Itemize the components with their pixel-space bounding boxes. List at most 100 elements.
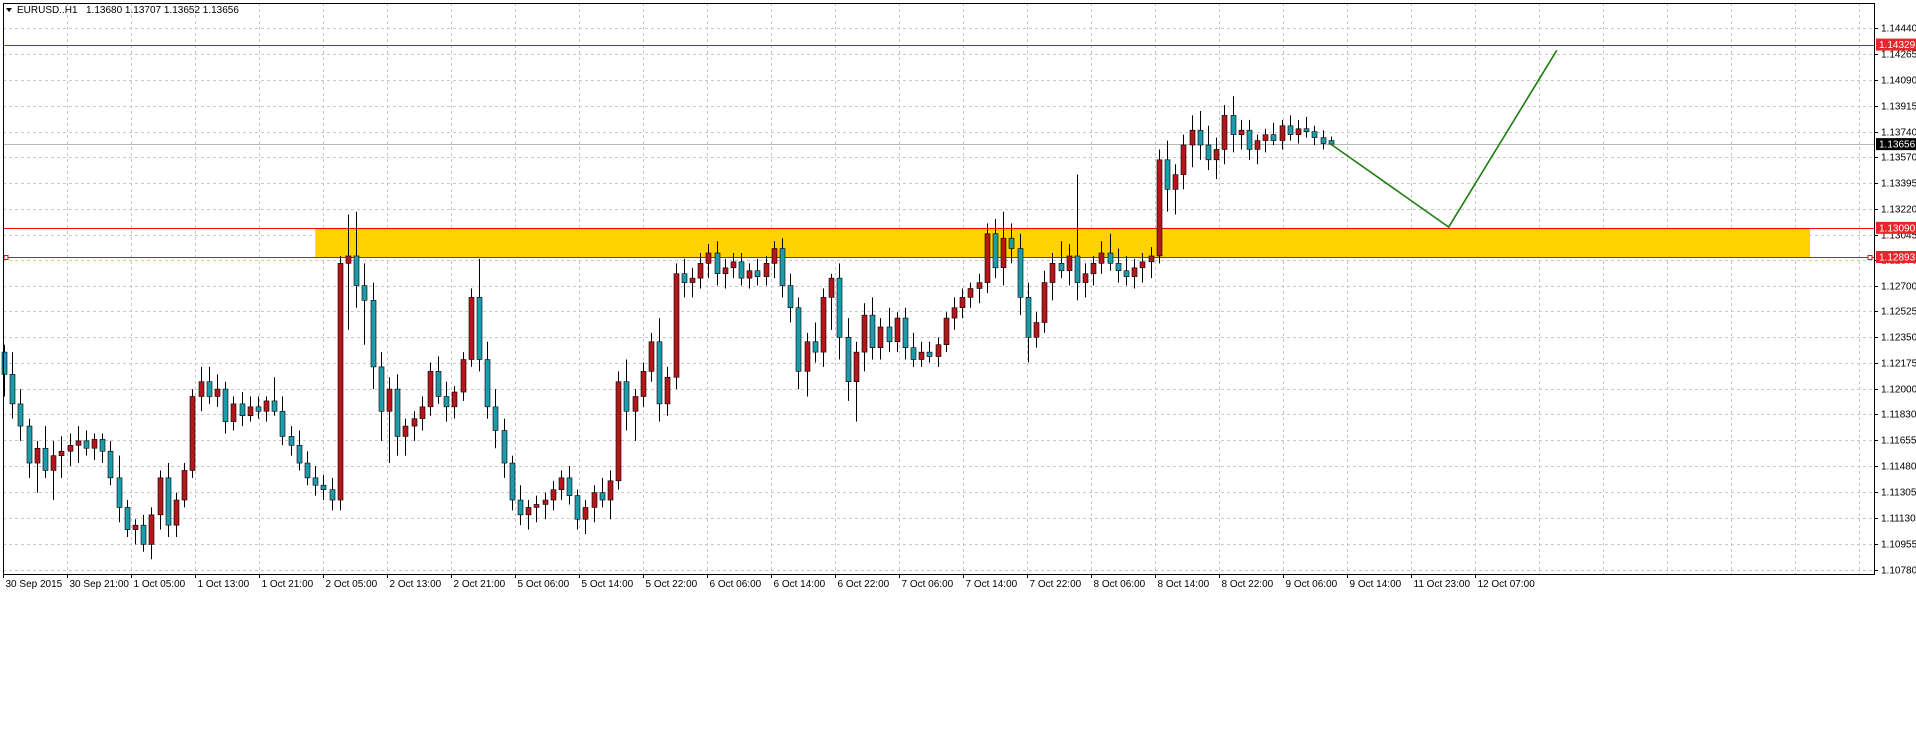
level-handle[interactable]	[1867, 255, 1873, 260]
candle-body	[370, 300, 377, 368]
candle-body	[132, 524, 139, 530]
candle-body	[386, 388, 393, 412]
candle-body	[918, 351, 925, 360]
current-price-tag: 1.13656	[1879, 140, 1916, 151]
candle-body	[451, 391, 458, 408]
candle-body	[1270, 134, 1277, 141]
level-price-tag: 1.12893	[1879, 252, 1916, 263]
candle-body	[1230, 115, 1237, 135]
symbol-label: EURUSD..H1	[17, 5, 78, 16]
candle-body	[542, 499, 549, 505]
candle-body	[1164, 159, 1171, 190]
x-tick-label: 7 Oct 22:00	[1030, 579, 1082, 590]
candle-body	[697, 263, 704, 279]
candle-body	[722, 267, 729, 275]
x-tick-label: 2 Oct 13:00	[390, 579, 442, 590]
y-tick-label: 1.14265	[1881, 50, 1916, 61]
projection-line[interactable]	[1330, 49, 1558, 229]
chevron-down-icon[interactable]	[6, 8, 12, 12]
x-tick-label: 5 Oct 06:00	[518, 579, 570, 590]
candle-body	[1262, 134, 1269, 141]
x-tick-label: 1 Oct 13:00	[198, 579, 250, 590]
y-tick-label: 1.14440	[1881, 24, 1916, 35]
candle-body	[484, 359, 491, 408]
candle-body	[1025, 297, 1032, 338]
candle-body	[9, 373, 16, 405]
x-tick-label: 12 Oct 07:00	[1478, 579, 1536, 590]
candle-body	[312, 477, 319, 486]
candle-body	[894, 317, 901, 343]
chart-header: EURUSD..H1 1.13680 1.13707 1.13652 1.136…	[6, 5, 239, 16]
candle-body	[1246, 129, 1253, 150]
price-tags: 1.14329 1.13090 1.12893 1.13656	[1876, 38, 1916, 263]
candle-body	[1123, 270, 1130, 277]
y-tick-label: 1.11305	[1881, 488, 1916, 499]
level-handle[interactable]	[3, 255, 9, 260]
candle-body	[771, 248, 778, 264]
candle-body	[1139, 261, 1146, 269]
candle-body	[1303, 128, 1310, 132]
y-tick-label: 1.13220	[1881, 205, 1916, 216]
candle-body	[140, 524, 147, 545]
candle-body	[1082, 273, 1089, 283]
candle-body	[525, 507, 532, 516]
candle-body	[157, 477, 164, 516]
candle-body	[435, 371, 442, 397]
current-price-tag-bg	[1876, 138, 1916, 151]
candle-body	[402, 425, 409, 437]
candle-body	[1033, 322, 1040, 338]
candle-body	[943, 317, 950, 346]
candle-body	[599, 492, 606, 501]
candle-body	[206, 381, 213, 397]
candle-body	[763, 263, 770, 277]
candle-body	[320, 484, 327, 490]
x-tick-label: 2 Oct 05:00	[326, 579, 378, 590]
candle-body	[58, 450, 65, 456]
candle-body	[394, 388, 401, 437]
x-tick-label: 7 Oct 06:00	[902, 579, 954, 590]
candle-body	[1287, 125, 1294, 135]
candle-body	[288, 436, 295, 446]
candle-body	[992, 233, 999, 269]
x-tick-label: 5 Oct 14:00	[582, 579, 634, 590]
candle-body	[91, 439, 98, 449]
y-tick-label: 1.11480	[1881, 462, 1916, 473]
candle-body	[345, 255, 352, 264]
y-tick-label: 1.11830	[1881, 410, 1916, 421]
x-tick-label: 9 Oct 14:00	[1350, 579, 1402, 590]
candle-body	[738, 261, 745, 279]
candle-body	[1148, 255, 1155, 263]
x-tick-label: 7 Oct 14:00	[966, 579, 1018, 590]
candle-body	[17, 403, 24, 427]
candle-body	[304, 462, 311, 479]
candle-body	[1131, 267, 1138, 277]
candle-body	[1172, 174, 1179, 190]
candle-body	[935, 344, 942, 357]
candle-body	[1066, 255, 1073, 272]
projection[interactable]	[1330, 49, 1558, 229]
candle-body	[812, 341, 819, 353]
candle-body	[795, 307, 802, 372]
level-price-tag: 1.13090	[1879, 223, 1916, 234]
x-tick-label: 30 Sep 21:00	[70, 579, 130, 590]
x-tick-label: 1 Oct 05:00	[134, 579, 186, 590]
x-tick-label: 8 Oct 22:00	[1222, 579, 1274, 590]
axes	[3, 3, 1875, 575]
candle-body	[754, 270, 761, 277]
candle-body	[1000, 237, 1007, 269]
level-lines[interactable]	[3, 45, 1874, 260]
candle-body	[1189, 129, 1196, 146]
level-price-tag: 1.14329	[1879, 40, 1916, 51]
candle-body	[1017, 248, 1024, 298]
candle-body	[910, 347, 917, 360]
x-tick-label: 6 Oct 14:00	[774, 579, 826, 590]
candle-body	[230, 403, 237, 422]
x-tick-label: 6 Oct 06:00	[710, 579, 762, 590]
candle-body	[574, 495, 581, 520]
x-tick-label: 2 Oct 21:00	[454, 579, 506, 590]
y-tick-label: 1.12700	[1881, 282, 1916, 293]
candle-body	[255, 406, 262, 412]
